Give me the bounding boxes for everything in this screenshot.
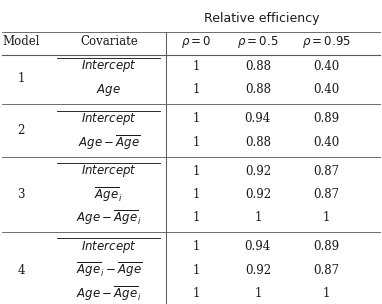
Text: 0.40: 0.40: [314, 136, 340, 149]
Text: 1: 1: [193, 164, 201, 178]
Text: 4: 4: [17, 264, 25, 277]
Text: 0.87: 0.87: [314, 164, 340, 178]
Text: 0.92: 0.92: [245, 264, 271, 277]
Text: $\mathit{Age} - \overline{\mathit{Age}}$: $\mathit{Age} - \overline{\mathit{Age}}$: [78, 133, 140, 152]
Text: $\rho = 0.5$: $\rho = 0.5$: [237, 34, 278, 50]
Text: 0.87: 0.87: [314, 264, 340, 277]
Text: Model: Model: [2, 36, 40, 48]
Text: 0.89: 0.89: [314, 112, 340, 125]
Text: 1: 1: [323, 211, 330, 224]
Text: $\rho = 0$: $\rho = 0$: [181, 34, 212, 50]
Text: Relative efficiency: Relative efficiency: [204, 12, 319, 25]
Text: 1: 1: [193, 287, 201, 300]
Text: 3: 3: [17, 188, 25, 201]
Text: $\mathit{Age}$: $\mathit{Age}$: [97, 82, 121, 98]
Text: 0.94: 0.94: [245, 112, 271, 125]
Text: 0.92: 0.92: [245, 164, 271, 178]
Text: $\mathit{Intercept}$: $\mathit{Intercept}$: [81, 163, 137, 179]
Text: 1: 1: [193, 211, 201, 224]
Text: 1: 1: [193, 83, 201, 96]
Text: 0.89: 0.89: [314, 240, 340, 253]
Text: $\mathit{Intercept}$: $\mathit{Intercept}$: [81, 58, 137, 74]
Text: 1: 1: [254, 211, 262, 224]
Text: 1: 1: [193, 136, 201, 149]
Text: 1: 1: [193, 60, 201, 73]
Text: $\overline{\mathit{Age}}_{\,i} - \overline{\mathit{Age}}$: $\overline{\mathit{Age}}_{\,i} - \overli…: [76, 261, 142, 279]
Text: 0.92: 0.92: [245, 188, 271, 201]
Text: $\mathit{Age} - \overline{\mathit{Age}}_{\,i}$: $\mathit{Age} - \overline{\mathit{Age}}_…: [76, 284, 142, 303]
Text: 1: 1: [323, 287, 330, 300]
Text: $\mathit{Intercept}$: $\mathit{Intercept}$: [81, 111, 137, 127]
Text: Covariate: Covariate: [80, 36, 138, 48]
Text: 0.88: 0.88: [245, 60, 271, 73]
Text: $\rho = 0.95$: $\rho = 0.95$: [302, 34, 351, 50]
Text: 2: 2: [17, 124, 25, 137]
Text: 1: 1: [17, 72, 25, 85]
Text: 1: 1: [193, 264, 201, 277]
Text: $\overline{\mathit{Age}}_{\,i}$: $\overline{\mathit{Age}}_{\,i}$: [94, 185, 123, 204]
Text: 1: 1: [193, 240, 201, 253]
Text: 0.88: 0.88: [245, 83, 271, 96]
Text: 1: 1: [193, 188, 201, 201]
Text: 0.87: 0.87: [314, 188, 340, 201]
Text: 0.40: 0.40: [314, 83, 340, 96]
Text: 0.40: 0.40: [314, 60, 340, 73]
Text: 1: 1: [193, 112, 201, 125]
Text: $\mathit{Age} - \overline{\mathit{Age}}_{\,i}$: $\mathit{Age} - \overline{\mathit{Age}}_…: [76, 208, 142, 227]
Text: 1: 1: [254, 287, 262, 300]
Text: $\mathit{Intercept}$: $\mathit{Intercept}$: [81, 239, 137, 255]
Text: 0.88: 0.88: [245, 136, 271, 149]
Text: 0.94: 0.94: [245, 240, 271, 253]
